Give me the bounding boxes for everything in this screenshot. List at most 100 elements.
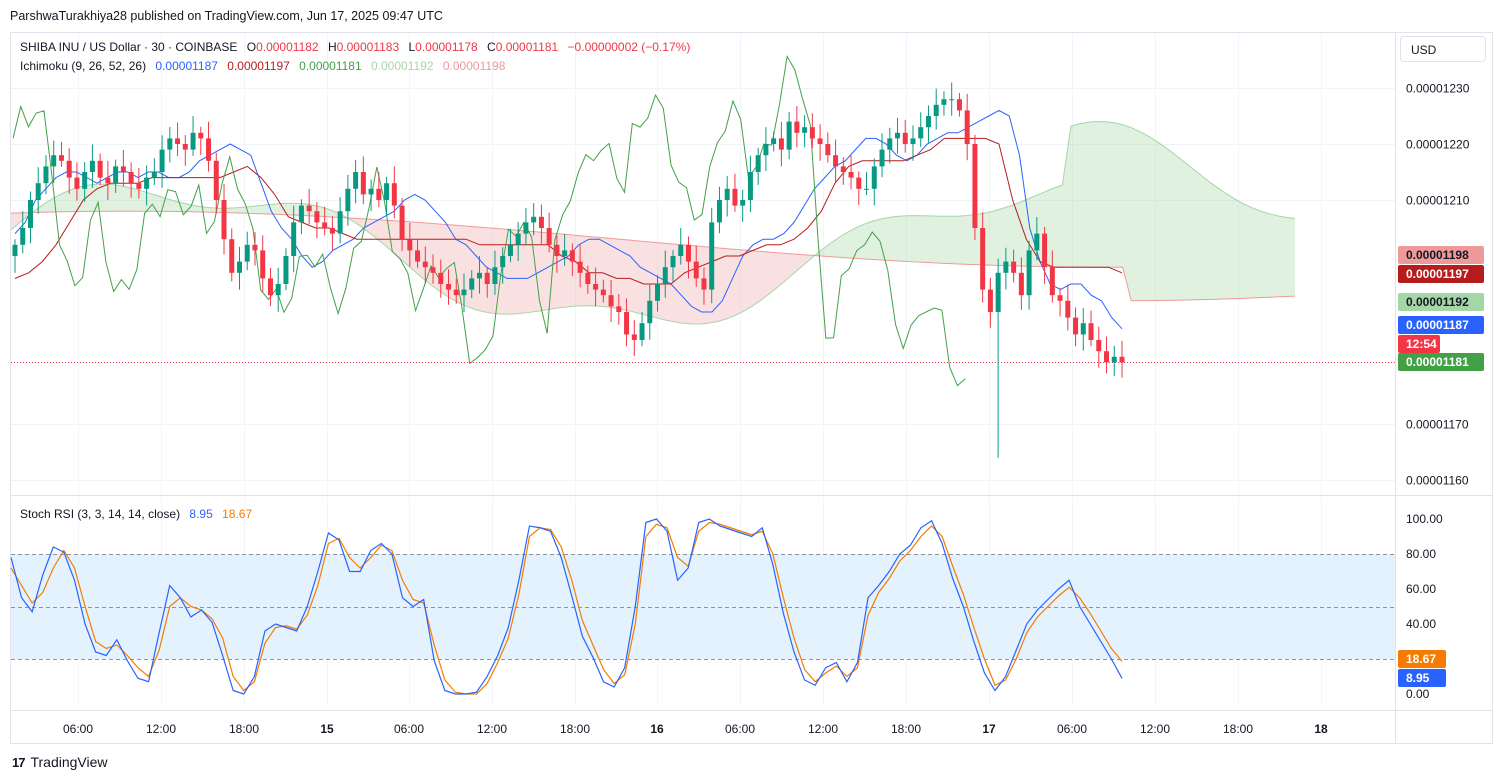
candle-body bbox=[337, 211, 343, 234]
cloud-segment bbox=[19, 212, 29, 223]
cloud-segment bbox=[924, 215, 934, 263]
ohlc-high-label: H bbox=[327, 40, 337, 54]
cloud-segment bbox=[1165, 147, 1175, 301]
candle-body bbox=[1104, 351, 1110, 363]
candle-body bbox=[291, 222, 297, 256]
cloud-segment bbox=[381, 219, 391, 250]
stoch-rsi-name[interactable]: Stoch RSI (3, 3, 14, 14, close) bbox=[20, 507, 181, 521]
cloud-segment bbox=[1191, 167, 1201, 300]
candle-body bbox=[51, 155, 57, 167]
cloud-segment bbox=[1002, 205, 1011, 266]
cloud-segment bbox=[1148, 136, 1158, 301]
cloud-segment bbox=[1260, 211, 1270, 298]
candle-body bbox=[577, 261, 583, 273]
candle-body bbox=[368, 188, 374, 195]
cloud-segment bbox=[11, 212, 20, 230]
cloud-segment bbox=[795, 254, 804, 273]
cloud-segment bbox=[1070, 123, 1080, 268]
cloud-segment bbox=[476, 226, 485, 313]
cloud-segment bbox=[640, 241, 649, 316]
candle-body bbox=[275, 284, 281, 296]
cloud-segment bbox=[45, 197, 55, 213]
candle-body bbox=[415, 250, 421, 262]
candle-body bbox=[639, 323, 645, 340]
cloud-segment bbox=[1139, 131, 1149, 301]
cloud-segment bbox=[148, 193, 158, 212]
cloud-segment bbox=[1217, 187, 1227, 300]
candle-body bbox=[747, 172, 753, 200]
price-tick-label: 0.00001210 bbox=[1406, 194, 1470, 208]
candle-body bbox=[206, 138, 212, 161]
stoch-rsi-legend: Stoch RSI (3, 3, 14, 14, close) 8.95 18.… bbox=[20, 507, 252, 521]
candle-body bbox=[384, 183, 390, 200]
candle-body bbox=[469, 278, 475, 290]
candle-body bbox=[655, 284, 661, 301]
cloud-segment bbox=[1234, 198, 1244, 299]
cloud-segment bbox=[1277, 215, 1287, 297]
candle-body bbox=[569, 250, 575, 262]
ichimoku-lagging-value: 0.00001181 bbox=[299, 59, 362, 73]
candle-body bbox=[1026, 250, 1032, 296]
candle-body bbox=[670, 256, 676, 268]
price-tick-label: 0.00001220 bbox=[1406, 138, 1470, 152]
cloud-segment bbox=[36, 203, 46, 213]
candle-body bbox=[1018, 272, 1024, 296]
candle-body bbox=[600, 289, 606, 296]
candle-body bbox=[322, 222, 328, 228]
cloud-segment bbox=[97, 184, 106, 212]
currency-button[interactable]: USD bbox=[1400, 36, 1486, 62]
candle-body bbox=[980, 228, 986, 290]
cloud-segment bbox=[881, 217, 890, 261]
brand-name: TradingView bbox=[30, 754, 108, 770]
candle-body bbox=[353, 172, 359, 189]
candle-body bbox=[1003, 261, 1009, 273]
cloud-segment bbox=[1208, 181, 1218, 300]
cloud-segment bbox=[1088, 121, 1097, 268]
candle-body bbox=[376, 188, 382, 200]
candle-body bbox=[345, 188, 351, 212]
ichimoku-name[interactable]: Ichimoku (9, 26, 52, 26) bbox=[20, 59, 147, 73]
cloud-segment bbox=[226, 207, 236, 213]
candle-body bbox=[190, 132, 196, 150]
cloud-segment bbox=[855, 224, 865, 259]
cloud-segment bbox=[243, 206, 253, 214]
stoch-tick-label: 40.00 bbox=[1406, 617, 1436, 631]
base-line bbox=[14, 137, 1123, 285]
price-tag-label: 0.00001187 bbox=[1406, 318, 1469, 332]
cloud-segment bbox=[105, 184, 115, 212]
cloud-segment bbox=[1027, 195, 1037, 267]
cloud-segment bbox=[760, 251, 770, 301]
candle-body bbox=[260, 250, 266, 279]
cloud-segment bbox=[459, 225, 468, 307]
candle-body bbox=[546, 228, 552, 245]
candle-body bbox=[329, 228, 335, 234]
candle-body bbox=[662, 267, 668, 284]
cloud-segment bbox=[734, 249, 744, 316]
cloud-segment bbox=[1053, 184, 1063, 267]
candle-body bbox=[407, 239, 413, 251]
candle-body bbox=[995, 272, 1001, 312]
symbol-legend: SHIBA INU / US Dollar · 30 · COINBASE O0… bbox=[20, 40, 690, 54]
symbol-name[interactable]: SHIBA INU / US Dollar · 30 · COINBASE bbox=[20, 40, 238, 54]
cloud-segment bbox=[1182, 160, 1192, 301]
cloud-segment bbox=[622, 239, 632, 312]
stoch-tag-bg bbox=[1398, 650, 1446, 668]
candle-body bbox=[817, 138, 823, 144]
candle-body bbox=[647, 300, 653, 324]
cloud-segment bbox=[579, 235, 589, 306]
candle-body bbox=[825, 144, 831, 156]
cloud-segment bbox=[846, 227, 856, 259]
ichimoku-cloud bbox=[10, 121, 1296, 325]
candle-body bbox=[492, 267, 498, 284]
chart-frame bbox=[10, 32, 1493, 744]
publisher-line: ParshwaTurakhiya28 published on TradingV… bbox=[10, 9, 443, 23]
cloud-segment bbox=[510, 229, 520, 315]
price-tag-bg bbox=[1398, 316, 1484, 334]
ichimoku-conversion-value: 0.00001187 bbox=[155, 59, 218, 73]
tradingview-brand[interactable]: 17 TradingView bbox=[12, 754, 108, 770]
cloud-segment bbox=[1114, 122, 1123, 268]
candle-body bbox=[484, 272, 490, 284]
candle-body bbox=[89, 160, 95, 172]
cloud-segment bbox=[984, 211, 994, 266]
